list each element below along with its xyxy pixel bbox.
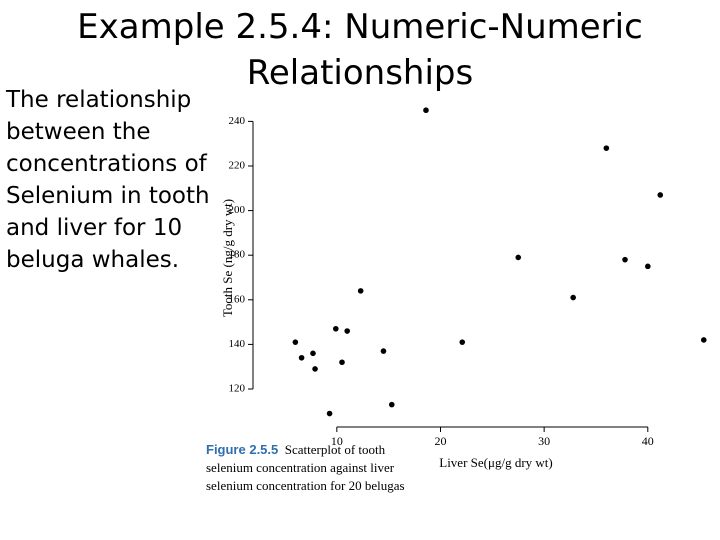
slide-body-text: The relationship between the concentrati… — [6, 87, 210, 273]
x-tick-label: 10 — [331, 434, 343, 448]
y-tick-label: 240 — [229, 115, 246, 127]
x-tick-label: 30 — [538, 434, 550, 448]
y-tick-label: 180 — [229, 249, 246, 261]
x-tick-label: 40 — [642, 434, 654, 448]
scatter-point — [344, 328, 350, 334]
y-tick-label: 160 — [229, 293, 246, 305]
figure-label: Figure 2.5.5 — [206, 442, 279, 457]
scatter-point — [298, 354, 305, 361]
scatter-point — [603, 145, 610, 151]
scatter-point — [339, 359, 345, 366]
y-tick-label: 120 — [229, 383, 246, 395]
scatter-point — [380, 348, 387, 354]
scatter-point — [423, 107, 429, 114]
scatter-point — [700, 337, 707, 343]
scatter-point — [292, 339, 299, 345]
scatter-point — [459, 339, 466, 345]
scatter-point — [312, 366, 318, 372]
scatter-point — [326, 410, 333, 417]
scatter-point — [310, 350, 316, 357]
y-tick-label: 220 — [229, 160, 246, 172]
y-tick-label: 140 — [229, 338, 246, 350]
scatter-point — [515, 254, 522, 261]
scatter-point — [332, 325, 339, 332]
y-tick-label: 200 — [229, 204, 246, 216]
slide-title: Example 2.5.4: Numeric-Numeric Relations… — [77, 7, 643, 93]
scatter-point — [388, 401, 395, 408]
figure-caption-text: Scatterplot of tooth selenium concentrat… — [206, 442, 405, 493]
scatter-point — [570, 294, 576, 301]
x-tick-label: 20 — [434, 434, 446, 448]
figure-caption: Figure 2.5.5 Scatterplot of tooth seleni… — [206, 441, 406, 495]
scatter-point — [357, 288, 364, 294]
y-axis-label: Tooth Se (ng/g dry wt) — [220, 199, 235, 317]
scatter-point — [657, 192, 664, 198]
x-axis-label: Liver Se(μg/g dry wt) — [439, 455, 552, 470]
scatter-point — [622, 256, 628, 263]
scatter-point — [645, 263, 651, 270]
